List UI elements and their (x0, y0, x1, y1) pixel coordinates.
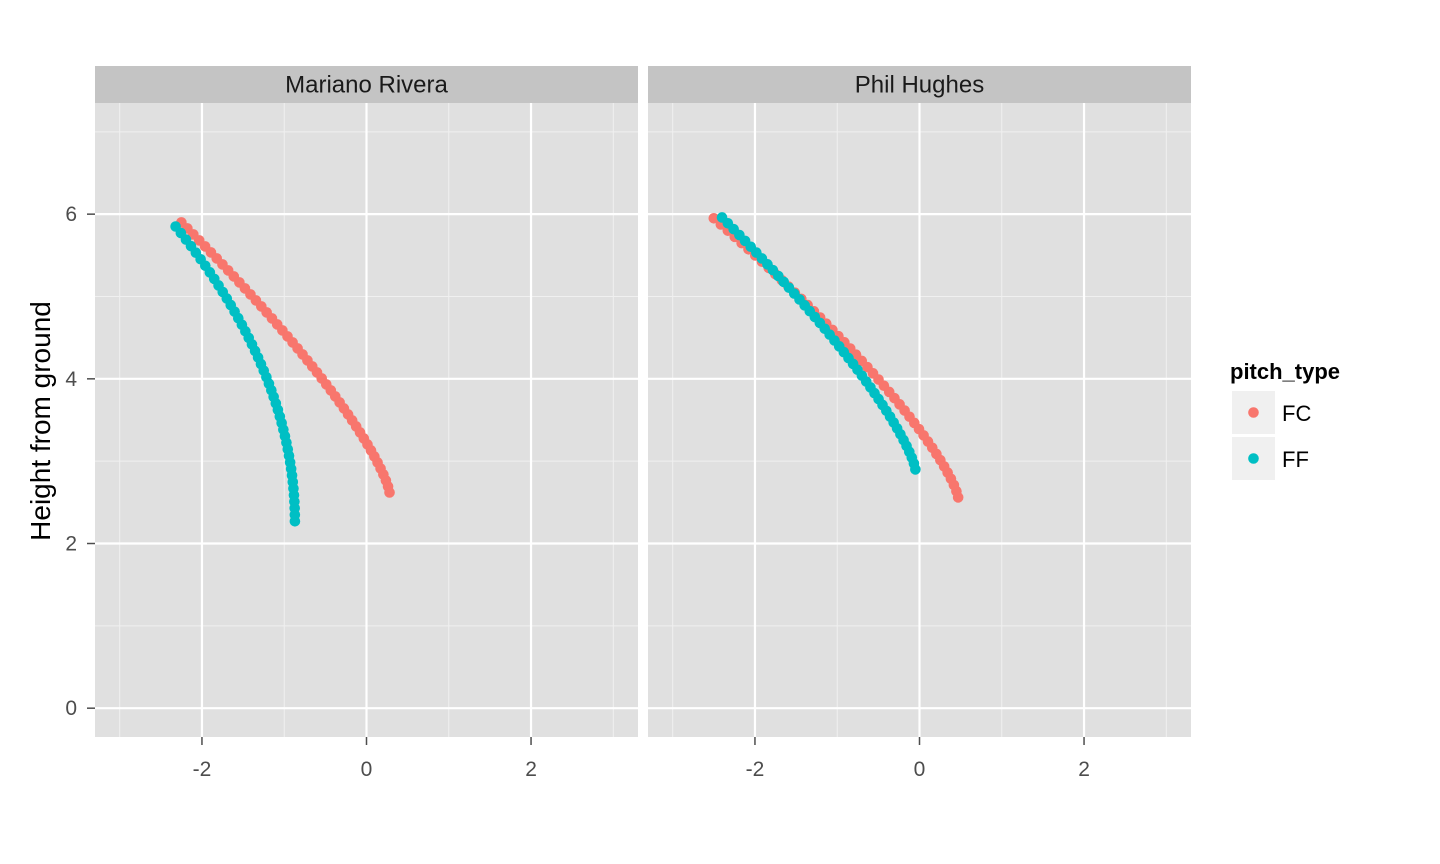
y-tick-label: 2 (65, 533, 77, 556)
point-FC (384, 487, 395, 498)
x-tick-label: 0 (361, 758, 373, 781)
x-tick-label: 0 (914, 758, 926, 781)
x-tick-label: -2 (193, 758, 212, 781)
y-tick-label: 6 (65, 203, 77, 226)
point-FF (910, 464, 921, 475)
y-tick-label: 0 (65, 697, 77, 720)
facet-strip-label: Mariano Rivera (285, 72, 448, 99)
point-FC (952, 492, 964, 503)
point-FF (289, 515, 301, 527)
panel-0: Mariano Rivera -2 0 2 0 2 4 6 (65, 66, 638, 781)
legend-swatch-FC (1248, 407, 1259, 418)
x-tick-label: 2 (525, 758, 537, 781)
facet-strip-label: Phil Hughes (855, 72, 984, 99)
panel-1: Phil Hughes -2 0 2 (648, 66, 1191, 781)
legend-title: pitch_type (1230, 359, 1340, 384)
y-tick-label: 4 (65, 368, 77, 391)
legend: pitch_type FC FF (1230, 359, 1340, 480)
x-tick-label: 2 (1078, 758, 1090, 781)
facet-strip (648, 66, 1191, 103)
legend-label-FC: FC (1282, 401, 1311, 426)
y-axis-title: Height from ground (25, 301, 56, 541)
point-FC (708, 212, 720, 224)
legend-label-FF: FF (1282, 447, 1309, 472)
x-tick-label: -2 (746, 758, 765, 781)
legend-swatch-FF (1248, 453, 1259, 464)
facet-strip (95, 66, 638, 103)
